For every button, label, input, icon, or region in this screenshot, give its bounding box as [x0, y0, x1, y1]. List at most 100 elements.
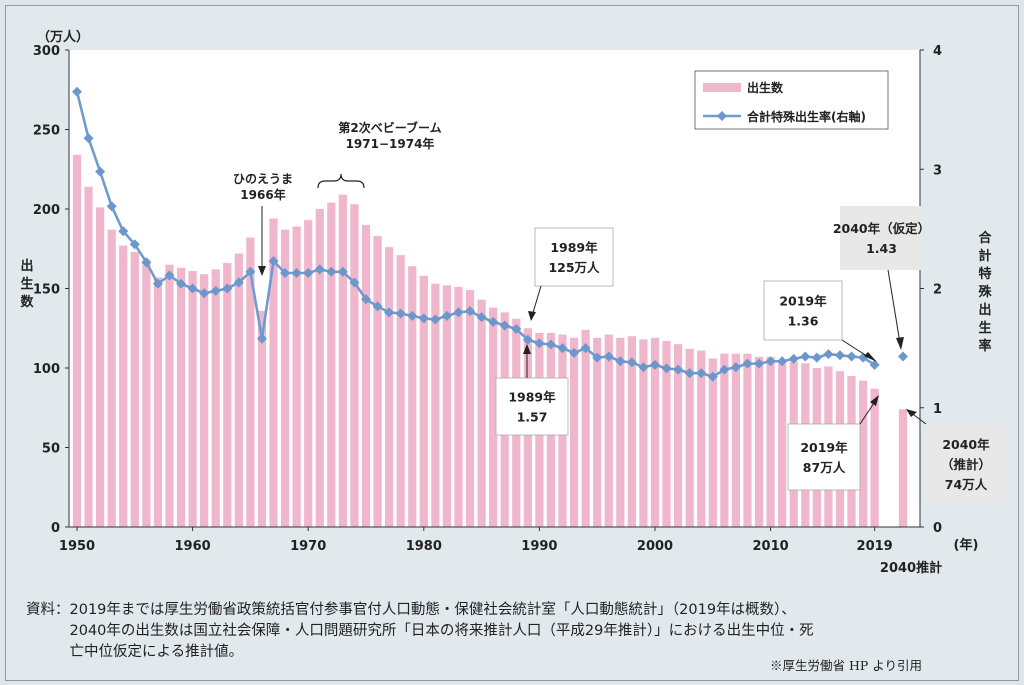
bar-1950 — [72, 154, 82, 527]
tfr-marker-1966 — [256, 333, 267, 344]
tfr-marker-1974 — [349, 277, 360, 288]
bar-1954 — [119, 245, 128, 527]
right-axis-title-char: 合 — [978, 230, 992, 246]
tfr-marker-2006 — [719, 364, 730, 375]
tfr-marker-2017 — [846, 351, 857, 362]
legend-line-label: 合計特殊出生率(右軸) — [747, 109, 866, 124]
callout-2019-tfr-box — [763, 280, 843, 341]
left-tick-label: 50 — [42, 442, 60, 457]
callout-1989-births-text-2: 125万人 — [548, 260, 600, 275]
tfr-marker-1958 — [164, 270, 175, 281]
tfr-marker-1977 — [384, 307, 395, 318]
callout-2019-births-text-1: 2019年 — [800, 440, 848, 455]
tfr-marker-1957 — [152, 278, 163, 289]
bar-1974 — [350, 204, 359, 528]
bar-1982 — [442, 285, 452, 527]
callout-2019-tfr-arrowhead — [864, 352, 877, 362]
tfr-marker-1975 — [361, 294, 371, 305]
tfr-marker-2000 — [650, 359, 660, 370]
tfr-marker-1963 — [222, 283, 233, 294]
tfr-marker-1959 — [176, 278, 187, 289]
tfr-marker-1998 — [626, 357, 637, 368]
callout-1989-tfr-arrowhead — [523, 344, 531, 354]
callout-1989-births-arrowhead — [528, 311, 536, 321]
hinoeuma-arrowhead — [258, 266, 266, 276]
x-tick-label: 2019 — [857, 539, 893, 554]
tfr-marker-2002 — [673, 364, 684, 375]
source-line-2: 2040年の出生数は国立社会保障・人口問題研究所「日本の将来推計人口（平成29年… — [26, 623, 814, 639]
bar-2040 — [898, 409, 908, 527]
tfr-marker-1984 — [465, 306, 476, 317]
callout-1989-tfr-box — [495, 377, 569, 436]
bar-1963 — [223, 263, 232, 527]
callout-2019-tfr-text-2: 1.36 — [788, 314, 819, 329]
bar-1953 — [107, 229, 116, 528]
bar-1973 — [338, 194, 347, 527]
bar-1993 — [569, 337, 579, 527]
tfr-marker-1983 — [453, 307, 464, 318]
legend-box — [694, 70, 889, 130]
bar-1975 — [361, 224, 371, 527]
birth-chart: 0 50 100 150 200 250 300 0 1 2 3 4 1950 1960 1970 1980 1… — [20, 29, 993, 576]
bar-1999 — [639, 339, 648, 527]
tfr-marker-1962 — [210, 285, 221, 296]
source-line-3: 亡中位仮定による推計値。 — [26, 644, 244, 660]
legend-line-marker — [717, 111, 727, 121]
right-axis-title-char: 特 — [978, 266, 991, 282]
x-axis-unit: (年) — [954, 537, 979, 553]
tfr-marker-1989 — [522, 334, 533, 345]
left-tick-label: 200 — [33, 203, 60, 218]
tfr-marker-1986 — [488, 316, 499, 327]
callout-2040-tfr-text-2: 1.43 — [866, 241, 897, 256]
tfr-marker-1971 — [314, 264, 325, 275]
tfr-marker-1979 — [407, 310, 418, 321]
bar-1956 — [142, 261, 151, 527]
tfr-marker-1969 — [291, 267, 302, 278]
callout-2019-births-arrowhead — [870, 395, 879, 406]
callout-2040-births-text-1: 2040年 — [942, 437, 990, 452]
bar-2009 — [754, 356, 764, 527]
legend-bar-swatch — [703, 83, 741, 92]
bar-2010 — [766, 356, 775, 527]
bar-1955 — [130, 251, 139, 527]
bar-1969 — [292, 226, 301, 528]
bar-2019 — [870, 388, 879, 527]
tfr-marker-2016 — [834, 350, 845, 361]
tfr-marker-2008 — [742, 358, 753, 369]
bar-2007 — [731, 353, 741, 527]
babyboom-brace — [317, 173, 365, 189]
bar-2003 — [685, 348, 694, 527]
bar-2005 — [708, 358, 717, 527]
tfr-marker-2013 — [800, 351, 811, 362]
callout-2019-tfr-text-1: 2019年 — [779, 294, 827, 309]
source-line-1: 資料：2019年までは厚生労働省政策統括官付参事官付人口動態・保健社会統計室「人… — [26, 602, 796, 618]
tfr-marker-1982 — [441, 310, 452, 321]
callout-1989-births-text-1: 1989年 — [550, 240, 598, 255]
left-axis-unit: （万人） — [37, 29, 89, 45]
x-tick-label: 1960 — [175, 539, 211, 554]
callout-2040-tfr-arrowhead — [896, 337, 904, 350]
tfr-marker-1964 — [233, 277, 244, 288]
bar-1980 — [419, 275, 428, 527]
callout-2040-tfr-arrow — [887, 269, 901, 344]
bar-2001 — [662, 340, 671, 527]
tfr-marker-1972 — [326, 266, 337, 277]
callout-1989-tfr-text-1: 1989年 — [508, 390, 556, 405]
babyboom-label: 第2次ベビーブーム — [338, 120, 441, 135]
bar-1970 — [304, 220, 313, 527]
left-axis-title-char: 出 — [20, 258, 33, 274]
bar-1981 — [431, 283, 440, 527]
bar-1997 — [616, 337, 625, 527]
tfr-marker-1996 — [603, 351, 614, 362]
tfr-marker-2040 — [898, 351, 908, 362]
tfr-marker-1955 — [129, 239, 140, 250]
bar-2000 — [650, 337, 660, 527]
left-tick-label: 0 — [51, 521, 60, 536]
tfr-marker-2005 — [707, 371, 718, 382]
tfr-marker-1997 — [615, 356, 626, 367]
bar-1977 — [385, 247, 394, 527]
bar-1968 — [280, 229, 290, 528]
tfr-marker-1961 — [199, 288, 210, 299]
bar-1986 — [489, 307, 498, 527]
x-tick-label: 2010 — [753, 539, 789, 554]
